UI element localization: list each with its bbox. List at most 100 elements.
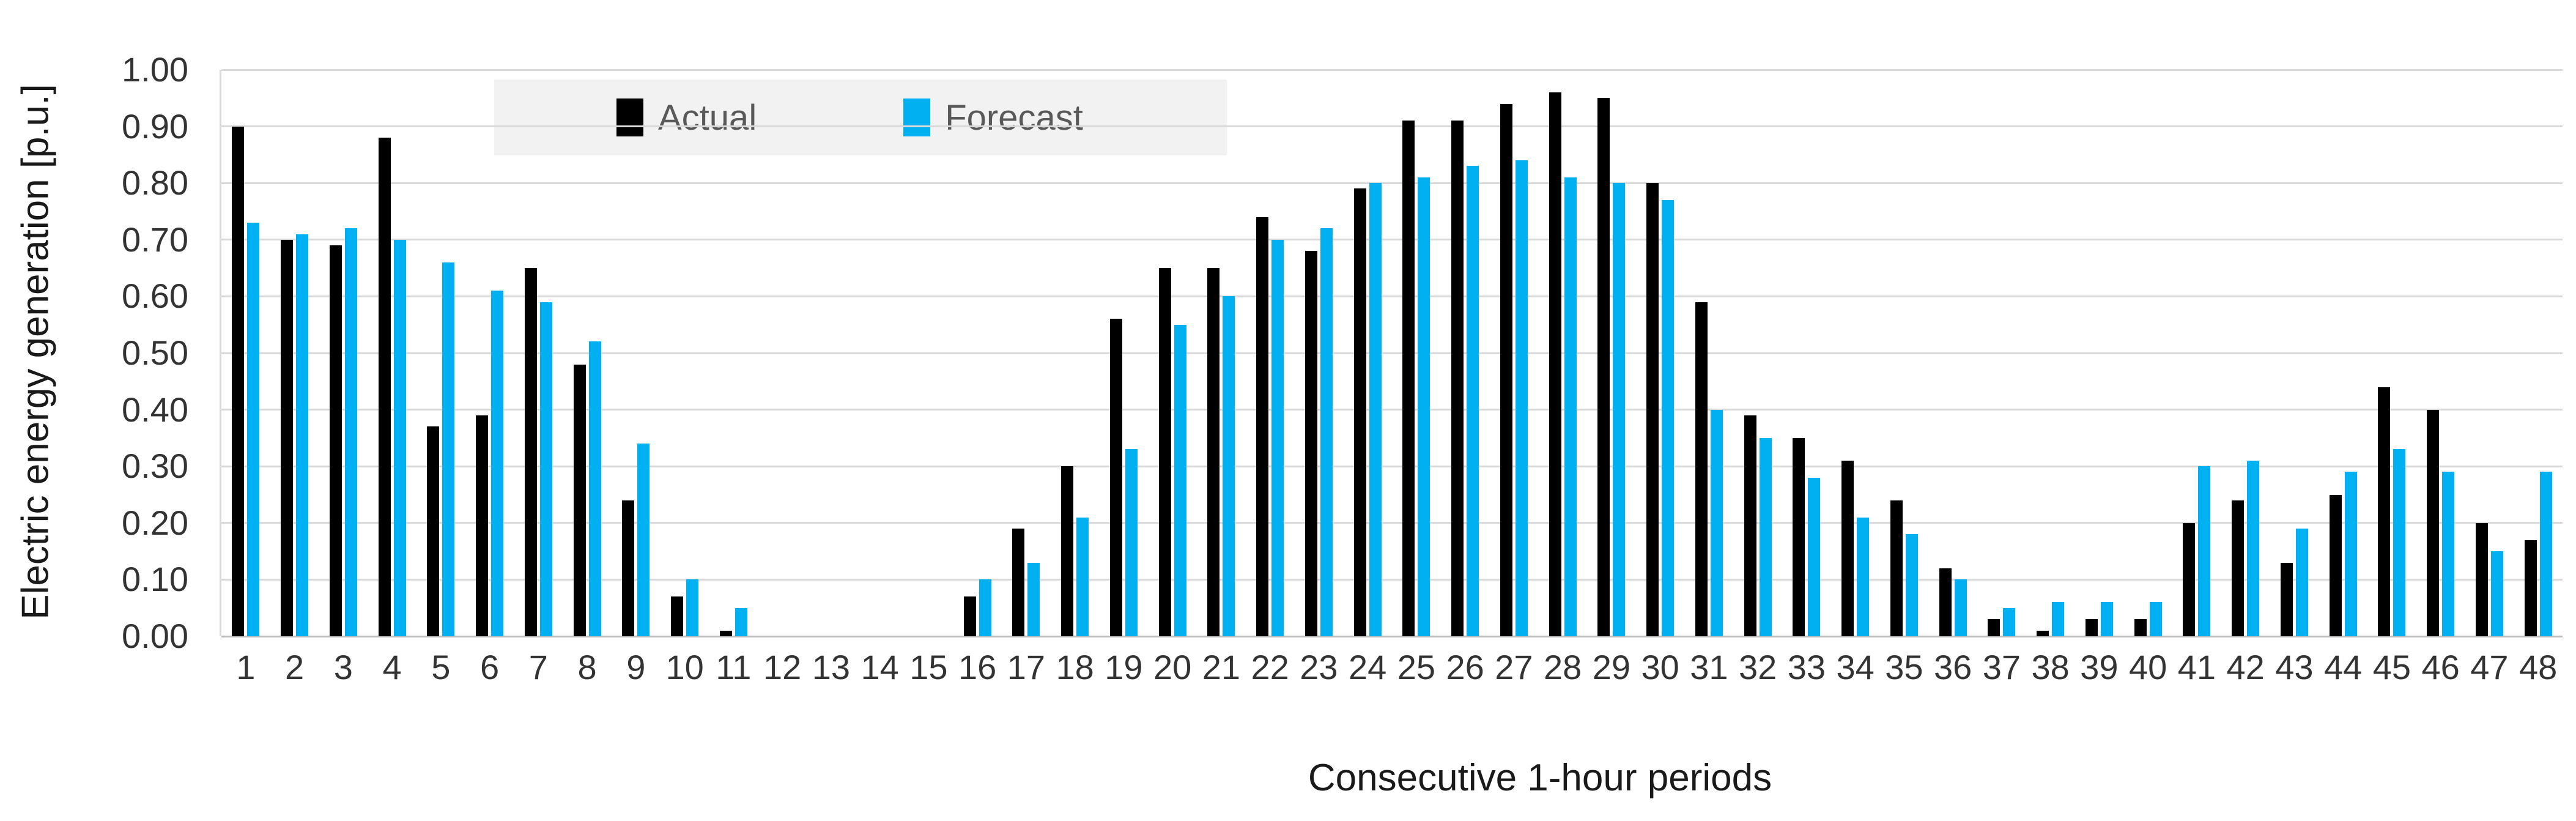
legend-swatch-actual-icon [616,98,643,136]
y-tick-label: 0.50 [122,333,188,372]
x-tick-label: 42 [2226,648,2265,686]
bar-forecast-24 [1369,183,1382,636]
bar-forecast-36 [1954,579,1967,636]
y-axis-line [220,70,221,636]
bar-forecast-21 [1223,296,1235,636]
bar-actual-26 [1451,121,1464,636]
bar-actual-27 [1500,103,1512,636]
legend: Actual Forecast [494,80,1227,155]
y-tick-label: 0.20 [122,503,188,542]
bar-actual-20 [1158,268,1171,636]
x-tick-label: 10 [665,648,704,686]
x-axis-line [221,635,2563,637]
x-tick-label: 26 [1446,648,1484,686]
bar-actual-48 [2524,540,2537,636]
bar-forecast-1 [247,223,260,636]
x-tick-label: 6 [480,648,500,686]
x-tick-label: 15 [909,648,948,686]
gridline [221,182,2563,184]
bar-forecast-32 [1759,437,1772,636]
bar-forecast-10 [686,579,699,636]
bar-actual-8 [573,364,586,636]
x-tick-label: 16 [958,648,997,686]
bar-actual-32 [1744,415,1756,636]
bar-forecast-5 [442,262,455,636]
y-tick-label: 0.10 [122,560,188,599]
x-axis-title: Consecutive 1-hour periods [1308,757,1772,799]
bar-forecast-28 [1564,177,1577,636]
bar-actual-45 [2378,387,2391,636]
x-tick-label: 14 [861,648,899,686]
bar-forecast-27 [1515,160,1528,636]
bar-actual-41 [2183,522,2196,636]
y-tick-label: 1.00 [122,50,188,89]
bar-forecast-4 [393,239,406,636]
x-tick-label: 13 [812,648,851,686]
bar-forecast-18 [1076,517,1089,636]
bar-actual-42 [2232,500,2245,636]
bar-forecast-44 [2344,472,2357,636]
bar-forecast-26 [1467,166,1479,636]
bar-forecast-19 [1125,449,1138,636]
x-tick-label: 45 [2372,648,2411,686]
gridline [221,125,2563,128]
x-tick-label: 17 [1007,648,1046,686]
bar-actual-9 [622,500,635,636]
x-tick-label: 40 [2128,648,2167,686]
bar-forecast-37 [2003,607,2016,636]
x-tick-label: 32 [1738,648,1777,686]
gridline [221,239,2563,241]
x-tick-label: 44 [2323,648,2363,686]
x-tick-label: 5 [431,648,451,686]
bar-actual-5 [427,426,440,636]
x-tick-label: 8 [577,648,597,686]
gridline [221,522,2563,524]
bar-actual-31 [1695,302,1708,636]
x-tick-label: 4 [382,648,402,686]
legend-label-actual: Actual [658,97,757,138]
bar-forecast-33 [1808,477,1821,636]
x-tick-label: 21 [1202,648,1241,686]
bar-forecast-2 [296,234,309,636]
y-tick-label: 0.00 [122,617,188,655]
x-tick-label: 2 [285,648,305,686]
x-tick-label: 30 [1641,648,1679,686]
bar-actual-34 [1841,460,1854,636]
y-tick-label: 0.60 [122,277,188,316]
x-tick-label: 7 [528,648,548,686]
bar-actual-33 [1793,437,1805,636]
bar-actual-16 [963,596,976,636]
bar-actual-38 [2037,630,2049,636]
bar-forecast-8 [588,341,601,636]
gridline [221,578,2563,581]
bar-actual-11 [719,630,732,636]
bar-forecast-39 [2100,602,2113,636]
bar-forecast-16 [979,579,991,636]
bar-forecast-29 [1613,183,1626,636]
x-tick-label: 29 [1592,648,1631,686]
bar-actual-24 [1353,188,1366,636]
x-tick-label: 23 [1300,648,1338,686]
bar-actual-29 [1597,98,1610,636]
bar-actual-44 [2329,494,2342,636]
legend-label-forecast: Forecast [945,97,1083,138]
bar-forecast-25 [1418,177,1430,636]
bar-actual-18 [1061,466,1074,636]
legend-swatch-forecast-icon [903,98,931,136]
bar-actual-19 [1109,319,1122,636]
x-tick-label: 9 [626,648,646,686]
bar-forecast-17 [1027,562,1040,636]
x-tick-label: 18 [1056,648,1094,686]
bar-forecast-46 [2442,472,2455,636]
x-tick-label: 47 [2470,648,2509,686]
bar-actual-22 [1256,217,1269,636]
x-tick-label: 31 [1690,648,1728,686]
bar-forecast-11 [735,607,747,636]
bar-actual-47 [2475,522,2488,636]
bar-actual-30 [1646,183,1659,636]
bar-actual-10 [671,596,684,636]
x-tick-label: 39 [2080,648,2119,686]
bar-forecast-31 [1710,409,1723,636]
plot-area: 1 2 3 4 5 6 7 8 9 10 11 12 13 14 15 16 17 18 19 20 21 22 23 24 2… [220,69,2563,686]
bar-forecast-3 [344,228,357,636]
